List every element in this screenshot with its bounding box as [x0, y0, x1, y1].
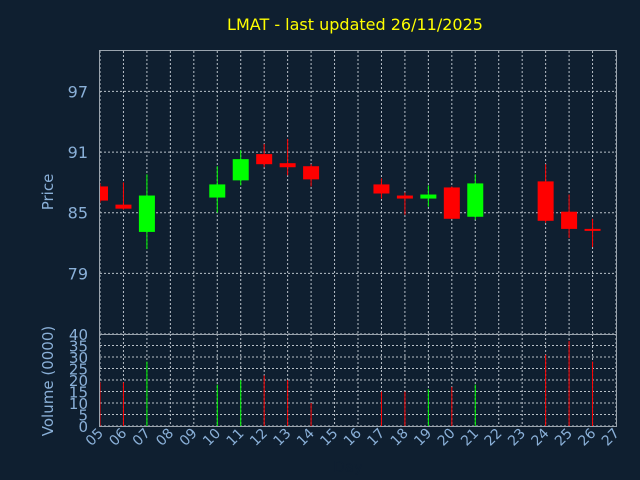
- volume-axis-label: Volume (0000): [39, 326, 57, 436]
- x-tick-label: 08: [153, 426, 177, 450]
- candle-body: [561, 211, 578, 229]
- x-tick-label: 10: [200, 426, 224, 450]
- x-tick-label: 16: [341, 425, 365, 449]
- x-tick-label: 25: [552, 426, 576, 450]
- x-tick-label: 12: [247, 426, 271, 450]
- volume-tick-label: 0: [78, 418, 88, 436]
- volume-bars: [99, 340, 594, 426]
- x-tick-label: 20: [435, 426, 459, 450]
- x-tick-label: 14: [294, 425, 318, 449]
- x-tick-label: 26: [575, 425, 599, 449]
- volume-tick-label: 25: [69, 361, 88, 379]
- x-tick-labels: 05 06 07 08 09 10 11 12 13 14 15 16 17 18 19 20 21 22 23 24…: [83, 425, 623, 449]
- x-axis-label: Day: [333, 458, 363, 476]
- candle-body: [537, 181, 554, 221]
- chart-title: LMAT - last updated 26/11/2025: [227, 15, 483, 34]
- volume-tick-label: 35: [69, 338, 88, 356]
- price-tick-label: 91: [68, 143, 88, 162]
- x-tick-label: 15: [317, 426, 341, 450]
- price-tick-labels: 79 85 91 97: [68, 82, 88, 283]
- candle-body: [138, 195, 155, 232]
- price-axis-label: Price: [39, 174, 57, 211]
- x-tick-label: 18: [388, 426, 412, 450]
- x-tick-label: 22: [482, 426, 506, 450]
- x-tick-label: 24: [529, 425, 553, 449]
- volume-panel-frame: [99, 334, 617, 427]
- x-tick-label: 17: [364, 426, 388, 450]
- price-tick-label: 79: [68, 264, 88, 283]
- candle-body: [115, 204, 132, 209]
- x-tick-label: 23: [505, 426, 529, 450]
- candle-body: [279, 163, 296, 168]
- candle-body: [420, 194, 437, 199]
- candle-body: [396, 195, 413, 199]
- price-tick-label: 97: [68, 82, 88, 101]
- x-tick-label: 11: [224, 426, 248, 450]
- x-tick-label: 07: [130, 426, 154, 450]
- candle-body: [443, 187, 460, 219]
- candle-body: [232, 159, 249, 181]
- price-tick-label: 85: [68, 204, 88, 223]
- volume-tick-label: 30: [69, 349, 88, 367]
- x-tick-label: 13: [271, 426, 295, 450]
- volume-grid: [99, 333, 617, 427]
- volume-tick-label: 20: [69, 372, 88, 390]
- volume-tick-label: 5: [78, 407, 88, 425]
- x-tick-label: 06: [106, 425, 130, 449]
- volume-tick-label: 40: [69, 326, 88, 344]
- candle-body: [303, 166, 320, 180]
- candle-body: [373, 184, 390, 194]
- volume-tick-label: 10: [69, 395, 88, 413]
- candle-body: [256, 154, 273, 165]
- candle-body: [467, 183, 484, 217]
- x-tick-label: 21: [458, 426, 482, 450]
- x-tick-label: 09: [177, 426, 201, 450]
- candle-body: [584, 228, 601, 231]
- candle-body: [209, 184, 226, 198]
- x-tick-label: 19: [411, 426, 435, 450]
- volume-tick-label: 15: [69, 384, 88, 402]
- candle-body: [100, 186, 108, 201]
- candles: [99, 138, 601, 250]
- x-tick-label: 27: [599, 426, 623, 450]
